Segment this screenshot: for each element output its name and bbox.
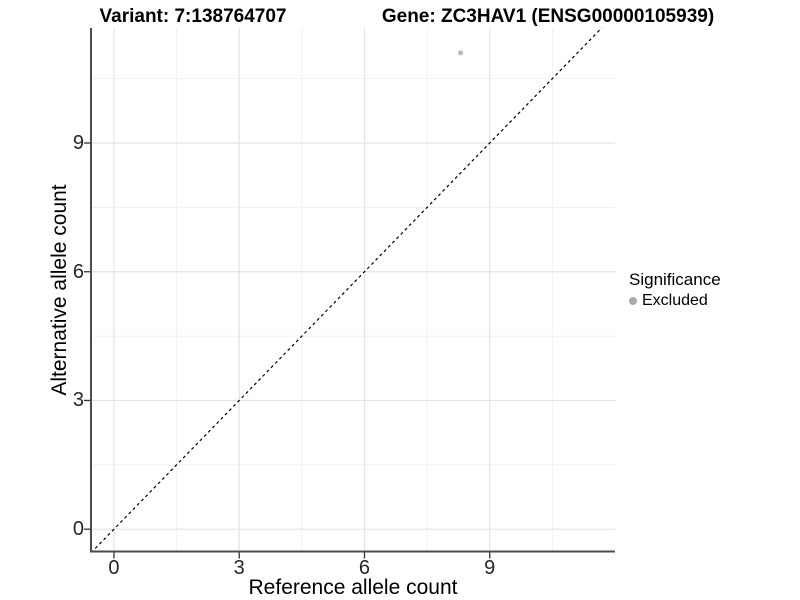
x-tick-label: 0 xyxy=(108,557,120,579)
legend-item-excluded: Excluded xyxy=(629,291,794,311)
legend-title: Significance xyxy=(629,270,721,289)
identity-line xyxy=(91,28,603,552)
legend: Significance Excluded xyxy=(629,269,794,311)
y-tick-label: 3 xyxy=(72,389,84,412)
data-point xyxy=(458,50,464,56)
variant-title: Variant: 7:138764707 xyxy=(99,6,287,27)
y-tick-label: 9 xyxy=(72,131,84,154)
x-axis-title: Reference allele count xyxy=(248,576,458,599)
x-tick-label: 6 xyxy=(358,557,371,579)
legend-point-icon xyxy=(629,297,637,305)
y-tick-label: 6 xyxy=(72,260,84,283)
axis-lines xyxy=(90,28,615,553)
x-tick-label: 3 xyxy=(233,557,245,579)
gene-title: Gene: ZC3HAV1 (ENSG00000105939) xyxy=(381,6,715,27)
x-tick-label: 9 xyxy=(484,557,496,579)
legend-item-label: Excluded xyxy=(642,292,708,309)
y-tick-label: 0 xyxy=(72,518,84,541)
